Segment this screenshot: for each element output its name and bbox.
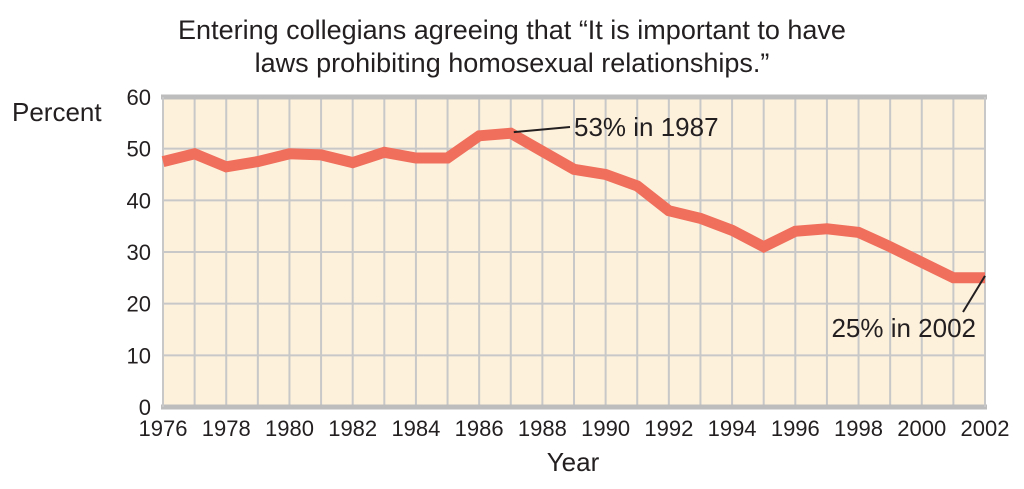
series-line — [161, 127, 985, 284]
x-tick-label: 1982 — [328, 416, 377, 441]
grid-lines — [163, 97, 985, 407]
annotation-1987: 53% in 1987 — [574, 112, 719, 142]
x-tick-label: 1980 — [265, 416, 314, 441]
x-tick-label: 2000 — [897, 416, 946, 441]
y-tick-label: 30 — [127, 240, 151, 265]
y-tick-label: 50 — [127, 137, 151, 162]
y-tick-label: 20 — [127, 292, 151, 317]
x-tick-label: 2002 — [961, 416, 1010, 441]
y-axis-label: Percent — [12, 97, 102, 127]
x-tick-label: 1994 — [708, 416, 757, 441]
y-tick-label: 10 — [127, 343, 151, 368]
annotation-2002: 25% in 2002 — [831, 313, 976, 343]
x-tick-label: 1998 — [834, 416, 883, 441]
y-tick-label: 60 — [127, 85, 151, 110]
x-tick-label: 1984 — [391, 416, 440, 441]
x-axis-ticks: 1976 1978 1980 1982 1984 1986 1988 1990 1992 1994… — [139, 416, 1010, 441]
x-tick-label: 1978 — [202, 416, 251, 441]
annotations: 53% in 1987 25% in 2002 — [513, 112, 986, 343]
x-tick-label: 1996 — [771, 416, 820, 441]
x-tick-label: 1990 — [581, 416, 630, 441]
y-tick-label: 40 — [127, 188, 151, 213]
x-axis-label: Year — [547, 447, 600, 477]
plot-frame — [161, 94, 987, 410]
x-tick-label: 1986 — [455, 416, 504, 441]
chart-title-line-2: laws prohibiting homosexual relationship… — [254, 48, 770, 78]
annotation-leader-1987 — [513, 126, 571, 134]
x-tick-label: 1992 — [644, 416, 693, 441]
chart-title-line-1: Entering collegians agreeing that “It is… — [178, 15, 846, 45]
x-tick-label: 1988 — [518, 416, 567, 441]
x-tick-label: 1976 — [139, 416, 188, 441]
y-axis-ticks: 0 10 20 30 40 50 60 — [127, 85, 151, 420]
annotation-leader-2002 — [962, 275, 986, 313]
y-tick-label: 0 — [139, 395, 151, 420]
